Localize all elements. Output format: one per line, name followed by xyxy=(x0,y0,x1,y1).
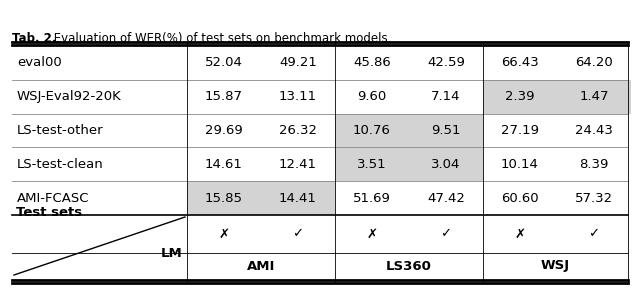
Text: LM: LM xyxy=(161,247,183,260)
Text: LS-test-other: LS-test-other xyxy=(17,124,104,137)
Text: 66.43: 66.43 xyxy=(501,56,539,69)
Text: 15.85: 15.85 xyxy=(205,192,243,205)
Text: 29.69: 29.69 xyxy=(205,124,243,137)
Bar xyxy=(335,147,409,181)
Text: 15.87: 15.87 xyxy=(205,90,243,103)
Text: 13.11: 13.11 xyxy=(279,90,317,103)
Bar xyxy=(409,113,483,147)
Text: 9.51: 9.51 xyxy=(431,124,461,137)
Text: 7.14: 7.14 xyxy=(431,90,461,103)
Text: ✗: ✗ xyxy=(367,228,378,240)
Text: ✗: ✗ xyxy=(515,228,525,240)
Text: 10.14: 10.14 xyxy=(501,158,539,171)
Text: 9.60: 9.60 xyxy=(357,90,387,103)
Text: ✗: ✗ xyxy=(218,228,230,240)
Text: 27.19: 27.19 xyxy=(501,124,539,137)
Text: 3.04: 3.04 xyxy=(431,158,461,171)
Text: 45.86: 45.86 xyxy=(353,56,391,69)
Text: 47.42: 47.42 xyxy=(427,192,465,205)
Text: AMI-FCASC: AMI-FCASC xyxy=(17,192,90,205)
Text: Evaluation of WER(%) of test sets on benchmark models.: Evaluation of WER(%) of test sets on ben… xyxy=(50,32,392,45)
Text: 1.47: 1.47 xyxy=(579,90,609,103)
Text: 10.76: 10.76 xyxy=(353,124,391,137)
Text: 8.39: 8.39 xyxy=(579,158,609,171)
Text: WSJ: WSJ xyxy=(541,260,570,273)
Text: 26.32: 26.32 xyxy=(279,124,317,137)
Text: ✓: ✓ xyxy=(292,228,303,240)
Text: 2.39: 2.39 xyxy=(505,90,535,103)
Text: 24.43: 24.43 xyxy=(575,124,613,137)
Text: 51.69: 51.69 xyxy=(353,192,391,205)
Text: eval00: eval00 xyxy=(17,56,61,69)
Bar xyxy=(187,181,261,215)
Text: 14.41: 14.41 xyxy=(279,192,317,205)
Text: 57.32: 57.32 xyxy=(575,192,613,205)
Text: 3.51: 3.51 xyxy=(357,158,387,171)
Text: 52.04: 52.04 xyxy=(205,56,243,69)
Bar xyxy=(483,80,557,113)
Bar xyxy=(409,147,483,181)
Text: WSJ-Eval92-20K: WSJ-Eval92-20K xyxy=(17,90,122,103)
Text: 60.60: 60.60 xyxy=(501,192,539,205)
Text: LS-test-clean: LS-test-clean xyxy=(17,158,104,171)
Text: 49.21: 49.21 xyxy=(279,56,317,69)
Text: 42.59: 42.59 xyxy=(427,56,465,69)
Text: Test sets: Test sets xyxy=(16,206,82,219)
Text: ✓: ✓ xyxy=(588,228,600,240)
Bar xyxy=(261,181,335,215)
Text: 14.61: 14.61 xyxy=(205,158,243,171)
Text: LS360: LS360 xyxy=(386,260,432,273)
Bar xyxy=(557,80,631,113)
Bar xyxy=(335,113,409,147)
Text: 64.20: 64.20 xyxy=(575,56,613,69)
Text: AMI: AMI xyxy=(247,260,275,273)
Text: ✓: ✓ xyxy=(440,228,452,240)
Text: Tab. 2.: Tab. 2. xyxy=(12,32,56,45)
Text: 12.41: 12.41 xyxy=(279,158,317,171)
